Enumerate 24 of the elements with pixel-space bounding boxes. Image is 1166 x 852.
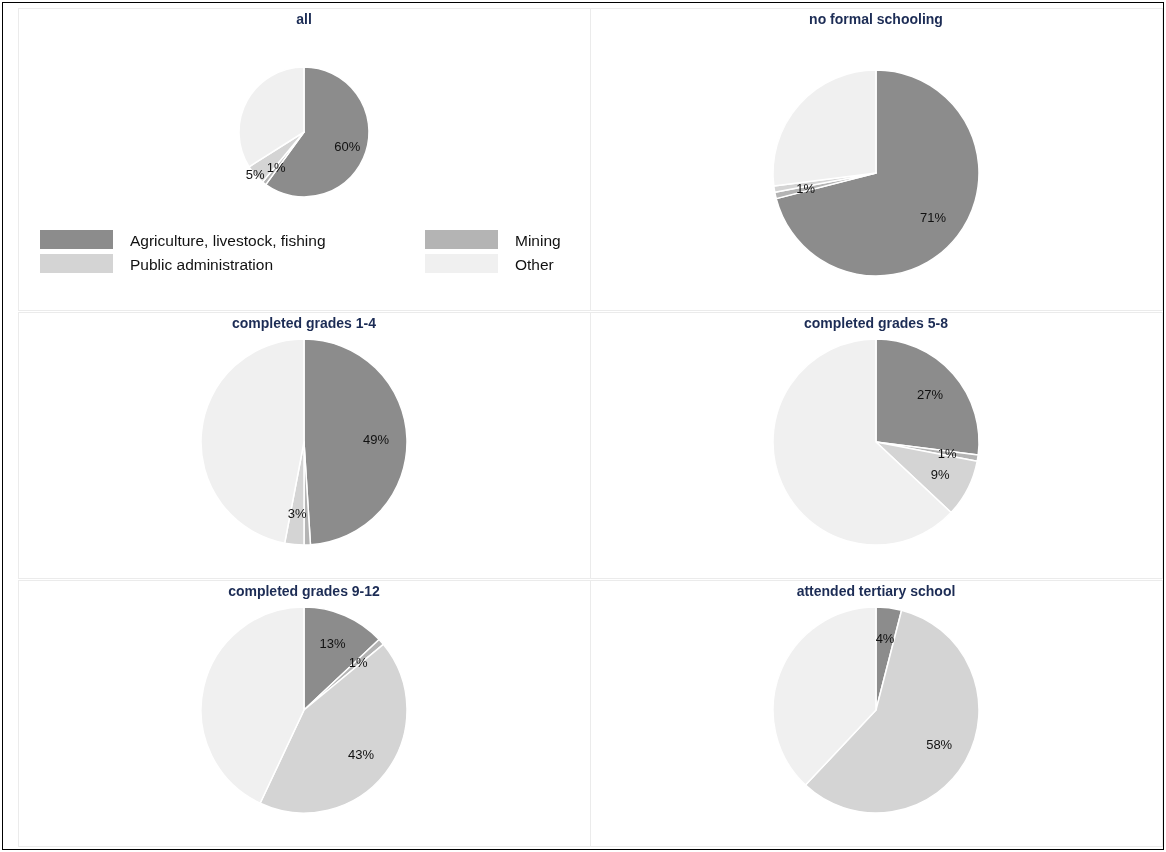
data-label: 9% (930, 467, 951, 483)
data-label: 1% (796, 181, 816, 197)
data-label: 1% (348, 654, 368, 670)
pie-slice (775, 69, 980, 277)
chart-title: completed grades 1-4 (232, 315, 377, 331)
data-label: 43% (347, 746, 375, 762)
legend-label: Other (515, 255, 554, 273)
chart-title: attended tertiary school (796, 583, 956, 599)
chart-title: all (296, 11, 312, 27)
data-label: 5% (245, 167, 266, 183)
data-label: 60% (334, 138, 361, 154)
legend-label: Mining (515, 231, 561, 249)
data-label: 49% (363, 432, 390, 448)
data-label: 1% (937, 445, 958, 461)
chart-title: completed grades 5-8 (804, 315, 949, 331)
chart-title: completed grades 9-12 (228, 583, 381, 599)
chart-title: no formal schooling (809, 11, 943, 27)
data-label: 3% (287, 506, 308, 522)
legend-label: Public administration (130, 255, 274, 273)
legend-label: Agriculture, livestock, fishing (130, 231, 326, 249)
data-label: 71% (919, 209, 947, 225)
data-label: 13% (319, 636, 347, 652)
data-label: 58% (926, 737, 953, 753)
data-label: 27% (917, 386, 944, 402)
